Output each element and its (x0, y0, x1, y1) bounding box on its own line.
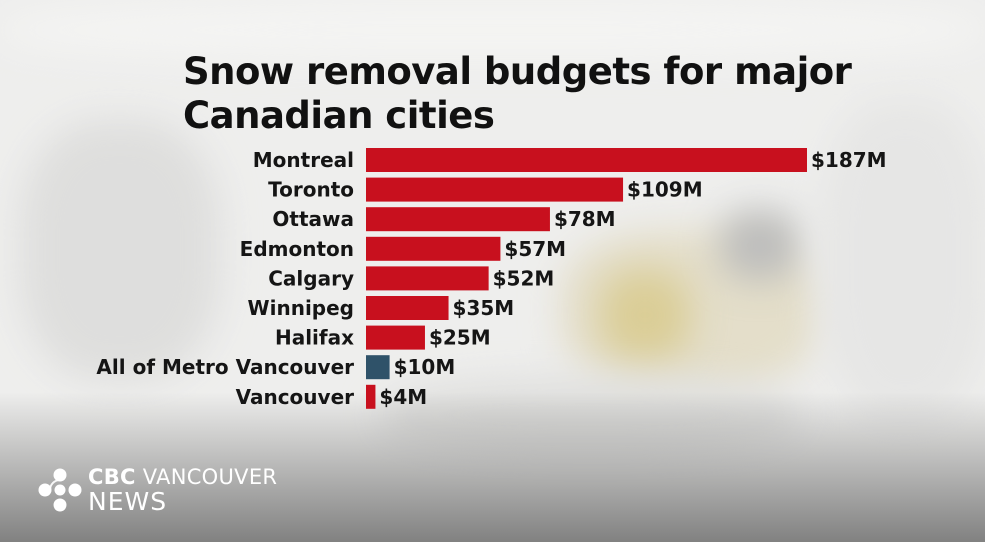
bar-montreal (366, 148, 807, 172)
brand-news: NEWS (88, 487, 168, 516)
cbc-vancouver-news-wordmark: CBC VANCOUVER NEWS (88, 466, 277, 515)
bar-toronto (366, 177, 624, 202)
category-label: Edmonton (240, 237, 354, 261)
category-label: Winnipeg (248, 296, 354, 320)
value-label: $4M (379, 385, 427, 409)
category-label: Vancouver (236, 385, 355, 409)
bar-winnipeg (366, 296, 449, 320)
value-label: $109M (627, 178, 703, 202)
bar-ottawa (366, 207, 550, 232)
bar-halifax (366, 325, 425, 350)
bar-edmonton (366, 236, 501, 261)
chart-title: Snow removal budgets for major Canadian … (183, 50, 852, 137)
category-label: Toronto (268, 178, 354, 202)
category-label: Calgary (268, 266, 354, 290)
category-label: All of Metro Vancouver (96, 355, 354, 379)
value-label: $57M (504, 237, 566, 261)
bar-all-of-metro-vancouver (366, 355, 390, 380)
value-label: $35M (453, 296, 515, 320)
value-label: $52M (493, 266, 555, 290)
category-label: Montreal (253, 148, 354, 172)
value-label: $78M (554, 207, 616, 231)
bar-vancouver (366, 384, 376, 409)
bar-calgary (366, 266, 489, 291)
value-label: $187M (811, 148, 887, 172)
category-label: Halifax (275, 326, 354, 350)
brand-vancouver: VANCOUVER (135, 465, 278, 489)
category-label: Ottawa (272, 207, 354, 231)
value-label: $10M (394, 355, 456, 379)
cbc-gem-logo-icon (38, 468, 82, 512)
brand-cbc: CBC (88, 465, 136, 489)
value-label: $25M (429, 326, 491, 350)
